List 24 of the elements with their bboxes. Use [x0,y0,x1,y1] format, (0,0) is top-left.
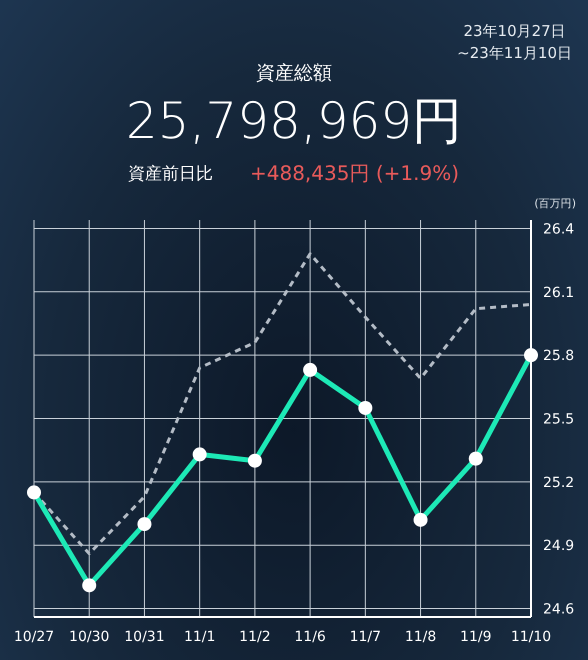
x-tick-label: 11/7 [350,628,382,645]
x-tick-label: 11/2 [239,628,271,645]
text: 資産前日比 [128,163,213,185]
y-tick-label: 24.9 [543,538,574,554]
y-tick-label: 25.8 [543,348,574,364]
x-tick-label: 11/9 [460,628,492,645]
y-tick-label: 25.2 [543,474,574,491]
x-tick-label: 11/6 [294,628,326,645]
y-tick-label: 26.1 [543,284,574,301]
text: 23年10月27日 [462,21,567,42]
x-tick-label: 10/30 [69,628,110,645]
text: +488,435円 (+1.9%) [250,160,459,187]
x-tick-label: 11/8 [404,628,436,645]
y-tick-label: 26.4 [543,221,574,238]
x-tick-label: 10/31 [124,628,165,645]
x-tick-label: 11/1 [184,628,216,645]
y-axis-title: (百万円) [534,196,576,211]
y-tick-label: 25.5 [543,411,574,428]
y-tick-label: 24.6 [543,602,574,618]
text: ~23年11月10日 [457,43,572,64]
chart-subtitle: 25,798,969円 [124,91,464,152]
chart-title: 資産総額 [256,62,332,84]
x-tick-label: 11/10 [510,628,552,645]
x-tick-label: 10/27 [14,628,54,645]
